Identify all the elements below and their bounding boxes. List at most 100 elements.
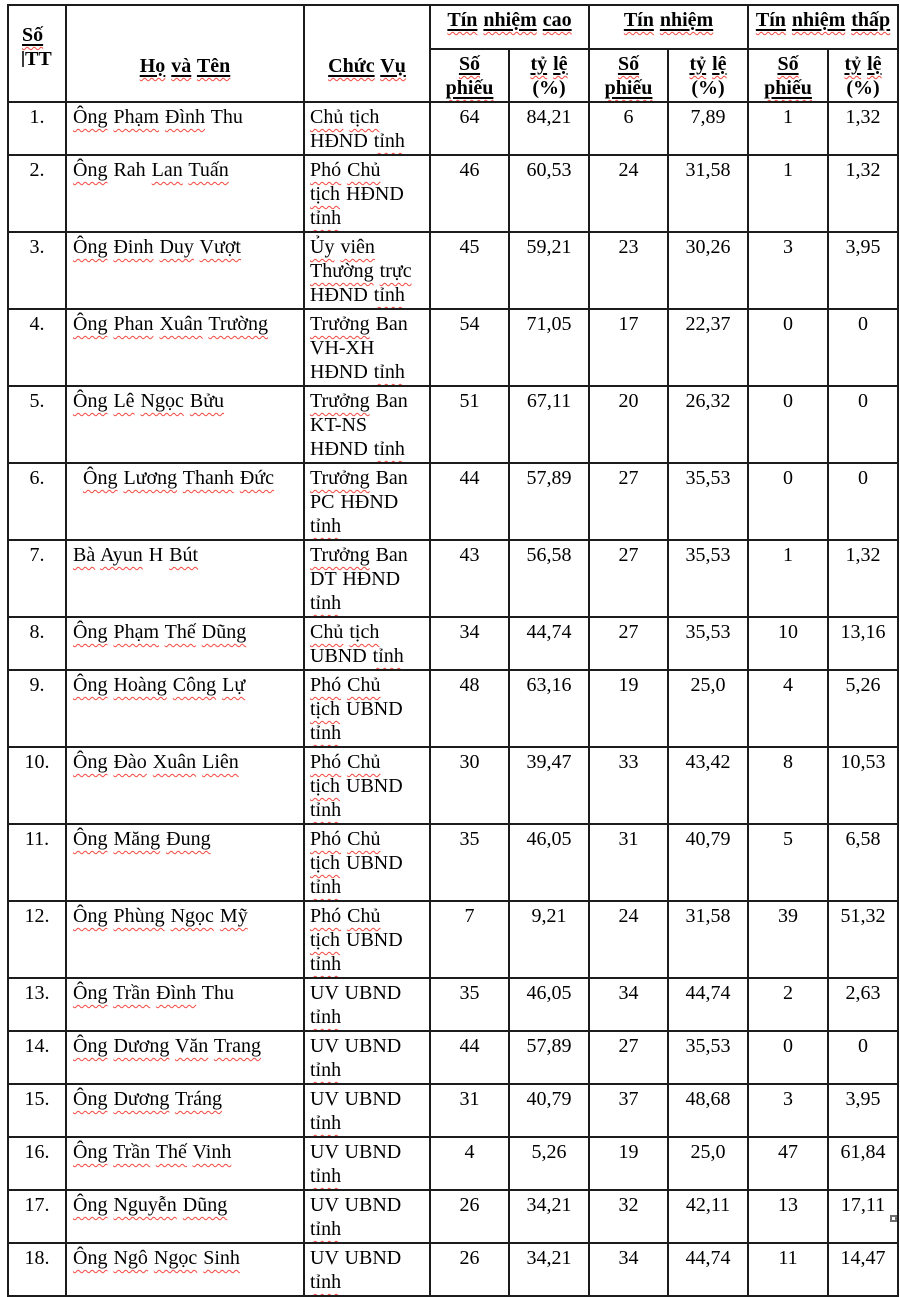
cell-tn-rate[interactable]: 48,68 — [667, 1083, 750, 1138]
cell-tnt-votes[interactable]: 1 — [747, 539, 830, 618]
cell-tnc-rate[interactable]: 57,89 — [507, 1030, 591, 1085]
cell-tnt-rate[interactable]: 2,63 — [827, 977, 900, 1032]
cell-tnt-rate[interactable]: 0 — [827, 385, 900, 464]
cell-tnt-rate[interactable]: 17,11 — [827, 1189, 900, 1244]
cell-tn-votes[interactable]: 27 — [588, 462, 670, 541]
cell-name[interactable]: Ông Phạm Đình Thu — [65, 101, 305, 156]
cell-tn-rate[interactable]: 26,32 — [667, 385, 750, 464]
header-name[interactable]: Họ và Tên — [65, 4, 305, 103]
cell-stt[interactable]: 18. — [7, 1242, 67, 1297]
cell-tnt-votes[interactable]: 3 — [747, 1083, 830, 1138]
cell-tn-votes[interactable]: 32 — [588, 1189, 670, 1244]
cell-position[interactable]: Phó Chủ tịch UBND tỉnh — [303, 746, 431, 825]
cell-tn-rate[interactable]: 42,11 — [667, 1189, 750, 1244]
cell-position[interactable]: UV UBND tỉnh — [303, 1083, 431, 1138]
cell-position[interactable]: UV UBND tỉnh — [303, 1136, 431, 1191]
cell-tnc-votes[interactable]: 46 — [429, 154, 510, 233]
cell-tnc-votes[interactable]: 35 — [429, 823, 510, 902]
cell-tnc-votes[interactable]: 54 — [429, 308, 510, 387]
cell-tnt-votes[interactable]: 0 — [747, 385, 830, 464]
cell-tnc-rate[interactable]: 40,79 — [507, 1083, 591, 1138]
cell-position[interactable]: UV UBND tỉnh — [303, 977, 431, 1032]
cell-tnt-votes[interactable]: 5 — [747, 823, 830, 902]
cell-tn-rate[interactable]: 22,37 — [667, 308, 750, 387]
cell-tn-rate[interactable]: 44,74 — [667, 1242, 750, 1297]
cell-name[interactable]: Ông Rah Lan Tuấn — [65, 154, 305, 233]
cell-tnc-votes[interactable]: 64 — [429, 101, 510, 156]
cell-tn-votes[interactable]: 27 — [588, 1030, 670, 1085]
cell-tnt-votes[interactable]: 10 — [747, 616, 830, 671]
cell-name[interactable]: Ông Lương Thanh Đức — [65, 462, 305, 541]
cell-position[interactable]: Trưởng Ban VH-XH HĐND tỉnh — [303, 308, 431, 387]
cell-tnt-rate[interactable]: 14,47 — [827, 1242, 900, 1297]
cell-position[interactable]: UV UBND tỉnh — [303, 1189, 431, 1244]
cell-tn-rate[interactable]: 30,26 — [667, 231, 750, 310]
cell-stt[interactable]: 2. — [7, 154, 67, 233]
cell-stt[interactable]: 6. — [7, 462, 67, 541]
cell-tnc-votes[interactable]: 34 — [429, 616, 510, 671]
cell-tnc-rate[interactable]: 46,05 — [507, 823, 591, 902]
cell-tn-rate[interactable]: 31,58 — [667, 154, 750, 233]
cell-tnt-votes[interactable]: 8 — [747, 746, 830, 825]
header-tnt-so-phieu[interactable]: Số phiếu — [747, 48, 830, 103]
cell-tn-votes[interactable]: 34 — [588, 1242, 670, 1297]
cell-stt[interactable]: 17. — [7, 1189, 67, 1244]
cell-stt[interactable]: 13. — [7, 977, 67, 1032]
cell-stt[interactable]: 5. — [7, 385, 67, 464]
cell-tn-rate[interactable]: 35,53 — [667, 1030, 750, 1085]
header-tn-ty-le[interactable]: tỷ lệ (%) — [667, 48, 750, 103]
cell-tn-rate[interactable]: 7,89 — [667, 101, 750, 156]
cell-tnc-rate[interactable]: 34,21 — [507, 1242, 591, 1297]
cell-name[interactable]: Ông Măng Đung — [65, 823, 305, 902]
cell-tnt-votes[interactable]: 13 — [747, 1189, 830, 1244]
cell-tnc-rate[interactable]: 67,11 — [507, 385, 591, 464]
cell-name[interactable]: Ông Phan Xuân Trường — [65, 308, 305, 387]
cell-tnt-rate[interactable]: 1,32 — [827, 101, 900, 156]
cell-tnc-rate[interactable]: 56,58 — [507, 539, 591, 618]
cell-stt[interactable]: 12. — [7, 900, 67, 979]
cell-tnc-rate[interactable]: 9,21 — [507, 900, 591, 979]
header-tnc-ty-le[interactable]: tỷ lệ (%) — [507, 48, 591, 103]
cell-tnt-rate[interactable]: 1,32 — [827, 154, 900, 233]
cell-position[interactable]: Phó Chủ tịch UBND tỉnh — [303, 823, 431, 902]
cell-tnt-votes[interactable]: 11 — [747, 1242, 830, 1297]
cell-tn-votes[interactable]: 37 — [588, 1083, 670, 1138]
cell-name[interactable]: Ông Phạm Thế Dũng — [65, 616, 305, 671]
cell-tnc-votes[interactable]: 44 — [429, 462, 510, 541]
cell-tnt-rate[interactable]: 0 — [827, 308, 900, 387]
cell-tnt-votes[interactable]: 39 — [747, 900, 830, 979]
cell-stt[interactable]: 1. — [7, 101, 67, 156]
cell-tnc-votes[interactable]: 44 — [429, 1030, 510, 1085]
cell-tn-rate[interactable]: 25,0 — [667, 1136, 750, 1191]
cell-tn-votes[interactable]: 27 — [588, 539, 670, 618]
cell-position[interactable]: Trưởng Ban DT HĐND tỉnh — [303, 539, 431, 618]
cell-name[interactable]: Ông Hoàng Công Lự — [65, 669, 305, 748]
cell-position[interactable]: Trưởng Ban KT-NS HĐND tỉnh — [303, 385, 431, 464]
cell-position[interactable]: UV UBND tỉnh — [303, 1242, 431, 1297]
cell-tnc-rate[interactable]: 46,05 — [507, 977, 591, 1032]
cell-tn-votes[interactable]: 24 — [588, 900, 670, 979]
cell-tn-votes[interactable]: 34 — [588, 977, 670, 1032]
cell-stt[interactable]: 16. — [7, 1136, 67, 1191]
cell-tnc-rate[interactable]: 63,16 — [507, 669, 591, 748]
cell-name[interactable]: Ông Ngô Ngọc Sinh — [65, 1242, 305, 1297]
cell-name[interactable]: Ông Trần Đình Thu — [65, 977, 305, 1032]
cell-tnc-rate[interactable]: 84,21 — [507, 101, 591, 156]
cell-tnc-rate[interactable]: 5,26 — [507, 1136, 591, 1191]
header-group-tin-nhiem[interactable]: Tín nhiệm — [588, 4, 750, 50]
cell-stt[interactable]: 8. — [7, 616, 67, 671]
cell-position[interactable]: Ủy viên Thường trực HĐND tỉnh — [303, 231, 431, 310]
cell-name[interactable]: Ông Dương Văn Trang — [65, 1030, 305, 1085]
cell-tn-rate[interactable]: 25,0 — [667, 669, 750, 748]
header-position[interactable]: Chức Vụ — [303, 4, 431, 103]
cell-tnt-rate[interactable]: 6,58 — [827, 823, 900, 902]
cell-name[interactable]: Ông Lê Ngọc Bửu — [65, 385, 305, 464]
cell-tnc-rate[interactable]: 60,53 — [507, 154, 591, 233]
cell-name[interactable]: Ông Đào Xuân Liên — [65, 746, 305, 825]
cell-position[interactable]: Chủ tịch HĐND tỉnh — [303, 101, 431, 156]
cell-tnc-votes[interactable]: 35 — [429, 977, 510, 1032]
cell-tn-rate[interactable]: 35,53 — [667, 539, 750, 618]
cell-tnc-votes[interactable]: 26 — [429, 1189, 510, 1244]
cell-stt[interactable]: 3. — [7, 231, 67, 310]
cell-tnt-rate[interactable]: 0 — [827, 462, 900, 541]
